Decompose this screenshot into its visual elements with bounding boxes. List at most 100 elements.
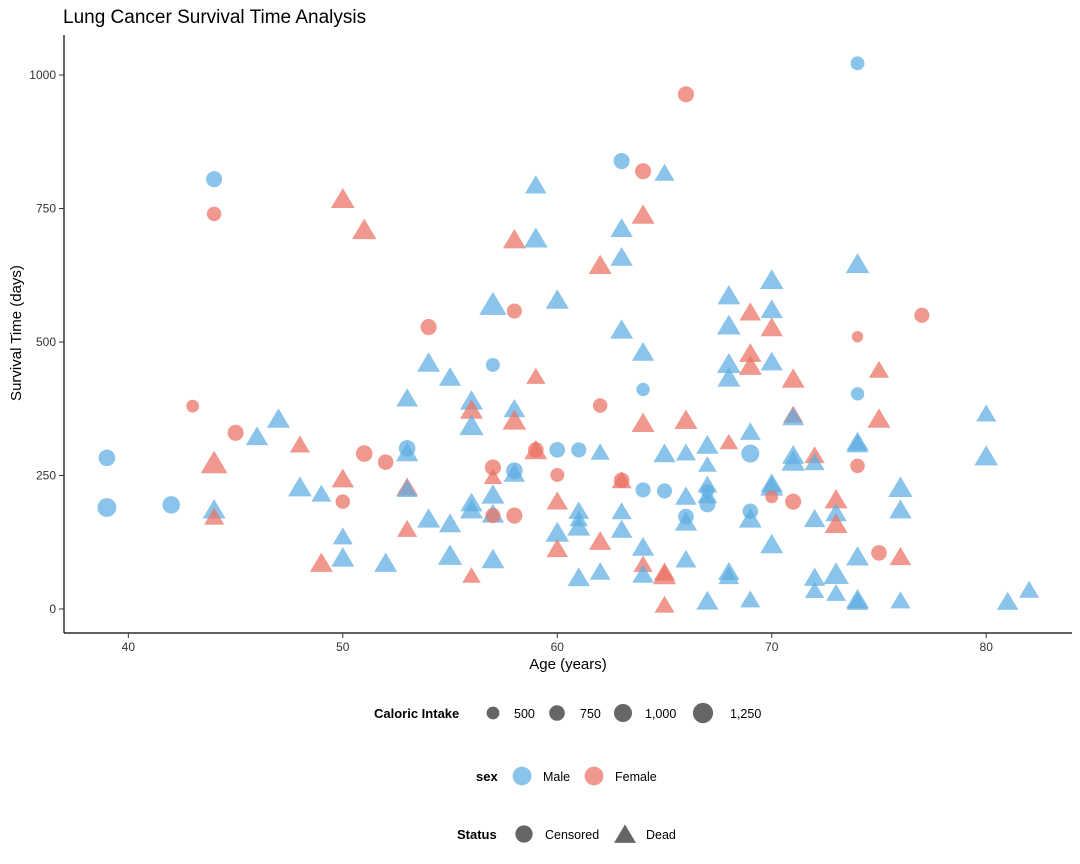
data-point — [654, 595, 675, 613]
data-point — [545, 521, 570, 542]
data-point — [652, 564, 677, 585]
x-tick-label: 70 — [765, 640, 779, 654]
data-point — [760, 351, 783, 371]
data-point — [331, 547, 355, 567]
data-point — [698, 456, 717, 472]
data-point — [588, 531, 612, 550]
chart-title: Lung Cancer Survival Time Analysis — [63, 7, 366, 28]
data-point — [654, 163, 675, 181]
data-point — [851, 330, 864, 343]
data-point — [567, 567, 590, 587]
data-point — [631, 412, 655, 433]
data-point — [804, 453, 825, 471]
shape-legend-label: Censored — [545, 828, 599, 842]
shape-legend-title: Status — [457, 827, 497, 842]
data-point — [803, 508, 826, 528]
data-point — [845, 253, 870, 274]
data-point — [546, 491, 569, 510]
size-legend-label: 1,250 — [730, 707, 761, 721]
data-point — [545, 289, 569, 309]
data-point — [550, 467, 565, 482]
data-point — [696, 434, 719, 454]
data-point — [782, 406, 805, 426]
data-point — [804, 581, 825, 598]
data-point — [914, 307, 930, 323]
data-point — [309, 552, 333, 572]
size-legend-key — [549, 705, 565, 721]
size-legend-key — [692, 702, 714, 724]
data-point — [611, 471, 632, 489]
data-point — [397, 519, 418, 537]
data-point — [675, 486, 697, 505]
color-legend-label: Female — [615, 770, 657, 784]
data-point — [739, 343, 762, 362]
data-point — [846, 434, 869, 453]
data-point — [524, 439, 548, 460]
data-point — [634, 163, 652, 180]
data-point — [760, 476, 784, 496]
data-point — [675, 549, 697, 568]
data-point — [396, 479, 418, 498]
x-tick-label: 50 — [336, 640, 350, 654]
data-point — [266, 408, 290, 428]
data-point — [355, 445, 373, 462]
data-point — [204, 507, 225, 525]
x-tick-label: 60 — [551, 640, 565, 654]
size-legend-title: Caloric Intake — [374, 706, 459, 721]
data-point — [502, 228, 526, 249]
data-point — [760, 299, 783, 319]
y-tick-label: 500 — [36, 335, 56, 349]
shape-legend-label: Dead — [646, 828, 676, 842]
data-points — [97, 56, 1040, 613]
data-point — [675, 443, 697, 461]
data-point — [846, 546, 870, 566]
data-point — [335, 494, 351, 509]
x-tick-label: 80 — [980, 640, 994, 654]
data-point — [571, 442, 587, 458]
data-point — [719, 433, 739, 450]
data-point — [717, 367, 741, 387]
data-point — [760, 533, 784, 554]
color-legend-label: Male — [543, 770, 570, 784]
data-point — [525, 175, 547, 194]
data-point — [996, 591, 1019, 610]
data-point — [781, 450, 806, 471]
data-point — [420, 318, 437, 336]
data-point — [868, 360, 890, 378]
y-tick-label: 750 — [36, 202, 56, 216]
data-point — [186, 399, 200, 413]
data-point — [567, 516, 591, 536]
y-tick-label: 250 — [36, 468, 56, 482]
data-point — [438, 367, 462, 386]
size-legend-key — [486, 706, 500, 720]
data-point — [674, 409, 698, 429]
data-point — [200, 450, 228, 474]
shape-legend-key-dead — [614, 824, 636, 843]
data-point — [613, 152, 630, 170]
data-point — [760, 317, 783, 337]
data-point — [826, 583, 847, 601]
data-point — [739, 422, 761, 440]
data-point — [632, 564, 654, 583]
data-point — [635, 482, 651, 498]
color-legend-key-female — [584, 766, 604, 786]
axes: 40 50 60 70 80 0 250 500 750 1000 — [29, 35, 1072, 654]
data-point — [588, 254, 612, 274]
data-point — [417, 508, 441, 528]
data-point — [590, 443, 610, 460]
data-point — [889, 546, 912, 566]
x-tick-label: 40 — [122, 640, 136, 654]
data-point — [781, 368, 805, 388]
data-point — [97, 498, 117, 517]
data-point — [889, 499, 912, 519]
data-point — [785, 493, 802, 510]
data-point — [696, 590, 719, 610]
data-point — [438, 513, 462, 533]
data-point — [846, 591, 869, 610]
data-point — [610, 246, 633, 266]
data-point — [636, 382, 650, 397]
data-point — [481, 548, 505, 569]
data-point — [483, 468, 503, 485]
data-point — [589, 562, 611, 580]
data-point — [717, 285, 741, 305]
